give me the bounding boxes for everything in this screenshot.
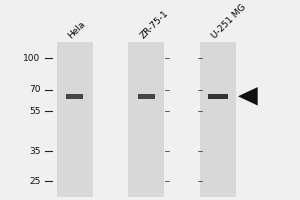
Bar <box>57 42 92 197</box>
Text: 70: 70 <box>29 85 40 94</box>
Text: 100: 100 <box>23 54 40 63</box>
Text: 25: 25 <box>29 177 40 186</box>
Text: Hela: Hela <box>66 20 87 41</box>
Text: 55: 55 <box>29 107 40 116</box>
Text: ZR-75-1: ZR-75-1 <box>138 9 170 41</box>
Text: U-251 MG: U-251 MG <box>210 3 248 41</box>
Bar <box>128 42 164 197</box>
Bar <box>138 94 155 99</box>
Text: 35: 35 <box>29 147 40 156</box>
Bar <box>208 94 228 99</box>
Polygon shape <box>238 87 258 106</box>
Bar <box>66 94 83 99</box>
Bar <box>200 42 236 197</box>
